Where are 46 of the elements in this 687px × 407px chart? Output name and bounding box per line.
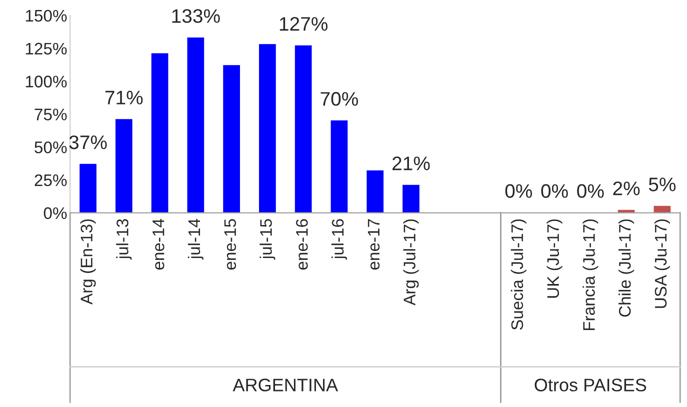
data-label: 2%: [613, 182, 640, 196]
data-label: 0%: [577, 184, 604, 198]
y-tick-label: 150%: [26, 10, 67, 22]
data-label: 5%: [648, 178, 676, 192]
x-tick-label: jul-15: [260, 219, 276, 260]
x-tick-label: jul-16: [331, 219, 347, 260]
data-label: 37%: [69, 135, 107, 150]
bar: [187, 37, 204, 213]
x-tick-label: ene-16: [296, 219, 308, 270]
bar: [115, 119, 132, 213]
y-tick-label: 125%: [26, 42, 67, 55]
x-tick-label: ene-15: [224, 219, 236, 270]
x-tick-label: USA (Ju-17): [654, 219, 670, 308]
bar: [402, 184, 420, 213]
bar: [366, 170, 384, 213]
bar: [223, 65, 240, 213]
data-label: 0%: [505, 184, 532, 198]
x-tick-label: jul-13: [116, 219, 132, 260]
bar: [151, 53, 168, 213]
x-tick-label: Arg (En-13): [80, 219, 96, 305]
data-label: 21%: [392, 156, 430, 170]
y-tick-label: 50%: [34, 141, 67, 154]
x-tick-label: Suecia (Jul-17): [510, 219, 526, 330]
x-tick-label: Arg (Jul-17): [403, 219, 419, 306]
x-tick-label: ene-14: [152, 218, 164, 270]
bar: [654, 206, 671, 213]
y-tick-label: 0%: [44, 207, 67, 220]
bar: [294, 45, 312, 213]
data-label: 133%: [172, 9, 220, 23]
data-label: 70%: [320, 92, 358, 106]
x-tick-label: ene-17: [368, 219, 380, 270]
data-label: 71%: [105, 90, 143, 104]
x-tick-label: jul-14: [188, 218, 204, 260]
y-tick-label: 75%: [34, 108, 67, 120]
bar: [330, 120, 348, 213]
bar: [80, 164, 96, 213]
text: Otros PAISES: [534, 378, 646, 392]
y-tick-label: 100%: [26, 76, 67, 88]
y-tick-label: 25%: [34, 174, 67, 186]
x-tick-label: Chile (Jul-17): [618, 219, 634, 317]
data-label: 127%: [280, 17, 328, 31]
x-tick-label: Francia (Ju-17): [582, 219, 598, 330]
x-tick-label: UK (Ju-17): [546, 219, 562, 298]
data-label: 0%: [541, 184, 568, 198]
bar: [259, 44, 276, 213]
text: ARGENTINA: [232, 378, 338, 392]
